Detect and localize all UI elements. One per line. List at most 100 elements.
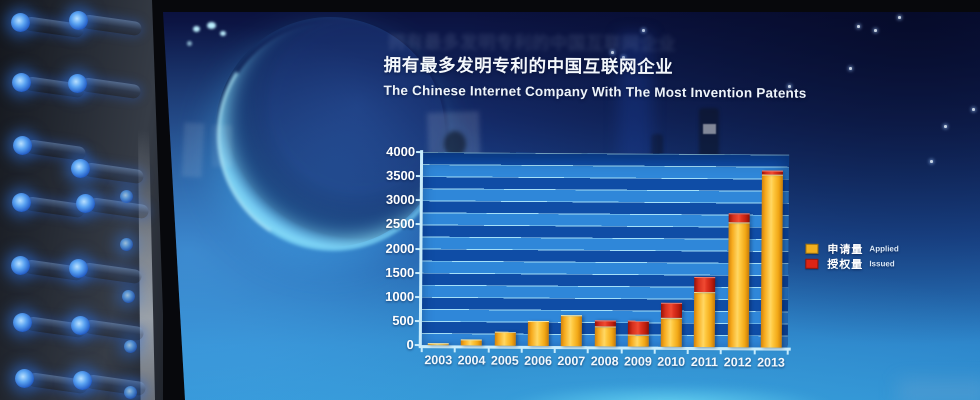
person-reflection [444,131,466,157]
led-rod-tip-icon [119,237,133,251]
bar-issued [694,277,716,293]
bar-applied [427,342,449,346]
star-dot-icon [611,51,614,54]
y-axis-tick [415,175,422,178]
led-rod-tip-icon [68,258,88,278]
rim-speck-icon [220,31,226,36]
led-rod-tip-icon [68,10,88,30]
star-dot-icon [642,29,645,32]
y-axis-tick [415,295,422,298]
y-axis-tick [415,271,422,274]
led-rod-tip-icon [12,312,32,332]
bar-issued [627,320,649,336]
bar-applied [594,326,616,347]
led-rod-tip-icon [72,370,92,390]
led-rod-tip-icon [70,315,90,335]
x-axis-tick [553,348,556,354]
x-axis-tick [420,347,423,353]
bar-issued [761,170,783,175]
bar-chart: 0 500 1000 1500 2000 2500 3000 3500 4000 2003 2004… [164,12,980,370]
y-axis-tick-label: 1000 [385,288,415,304]
star-dot-icon [622,56,625,59]
bar-applied [461,339,483,346]
bar-applied [527,320,549,346]
y-axis-tick [415,247,422,250]
x-axis-label: 2005 [490,353,519,368]
rim-speck-icon [207,22,216,29]
x-axis-tick [686,348,689,354]
star-dot-icon [930,160,933,163]
star-dot-icon [874,29,877,32]
y-axis-tick-label: 4000 [386,143,416,160]
screen-content: 拥有最多发明专利的中国互联网企业 拥有最多发明专利的中国互联网企业 The Ch… [163,12,980,400]
x-axis-tick [620,348,623,354]
bar-issued [728,213,750,223]
glass-reflection [212,125,232,167]
glass-reflection [703,124,716,134]
led-rod-tip-icon [12,135,32,155]
x-axis-tick [786,349,789,355]
bar-issued [594,320,616,327]
bar-applied [760,174,783,348]
legend-label-issued-en: Issued [869,259,895,269]
x-axis-label: 2006 [524,353,553,369]
y-axis-tick-label: 1500 [385,264,415,280]
legend-swatch-issued [805,258,819,269]
led-rod-tip-icon [11,192,31,212]
x-axis-tick [453,347,457,353]
x-axis-label: 2007 [557,354,586,369]
y-axis-tick [414,319,421,322]
glass-reflection [898,380,980,400]
led-rod-tip-icon [70,158,90,178]
legend-label-applied-cn: 申请量 [827,243,864,256]
rim-speck-icon [193,26,200,32]
x-axis-tick [487,347,490,353]
y-axis-tick-label: 2000 [385,240,415,256]
chart-title-chinese: 拥有最多发明专利的中国互联网企业 [383,54,674,77]
star-dot-icon [944,125,947,128]
star-dot-icon [972,108,975,111]
x-axis-label: 2010 [657,354,686,369]
glass-reflection [699,108,719,162]
x-axis-tick [587,348,590,354]
legend-swatch-applied [805,243,819,254]
y-axis-tick [415,223,422,226]
star-dot-icon [857,25,860,28]
legend-row-applied: 申请量 Applied [805,241,899,257]
y-axis-tick [414,344,421,347]
glass-reflection [618,32,652,162]
x-axis-label: 2013 [757,355,785,370]
y-axis-tick-label: 2500 [385,216,415,232]
rim-speck-icon [187,41,192,46]
y-axis-tick [415,199,422,202]
y-axis-tick-label: 3500 [385,167,415,184]
horizon-glow [503,384,833,400]
bar-applied [694,291,716,348]
x-axis-label: 2009 [623,354,652,369]
led-rod-tip-icon [119,189,133,203]
star-dot-icon [849,67,852,70]
bar-applied [627,334,649,347]
led-rod-tip-icon [121,289,135,303]
bar-issued [660,302,683,318]
led-rod-tip-icon [10,12,30,32]
star-dot-icon [788,85,791,88]
x-axis-label: 2008 [590,354,619,369]
y-axis-tick-label: 500 [392,312,414,328]
legend-label-issued-cn: 授权量 [827,258,864,271]
star-dot-icon [898,16,901,19]
led-rod-tip-icon [10,255,30,275]
bar-applied [660,317,682,347]
bar-applied [727,222,750,348]
y-axis-tick-label: 3000 [385,192,415,208]
x-axis-label: 2011 [690,354,719,370]
bar-applied [560,315,583,347]
bar-applied [494,332,516,346]
led-rod-tip-icon [11,72,31,92]
x-axis-label: 2004 [457,353,486,368]
chart-title-english: The Chinese Internet Company With The Mo… [383,82,807,101]
led-rod-tip-icon [14,368,34,388]
x-axis-tick [520,347,523,353]
chart-legend: 申请量 Applied 授权量 Issued [805,241,899,272]
